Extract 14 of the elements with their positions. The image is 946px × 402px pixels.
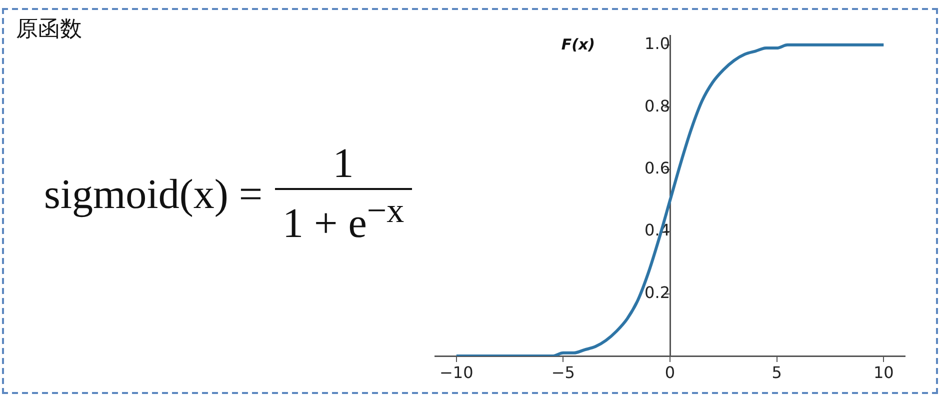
y-axis-title: F(x) xyxy=(561,35,595,54)
x-tick-label: 10 xyxy=(873,362,894,382)
text: sigmoid(x) = xyxy=(44,170,263,219)
text: 1 + e$^{−x}$ xyxy=(274,188,412,250)
y-tick-label: 1.0 xyxy=(644,34,670,54)
x-tick-label: 5 xyxy=(772,362,782,382)
y-tick-label: 0.2 xyxy=(644,282,670,302)
text: 1 xyxy=(332,140,355,188)
y-tick-label: 0.8 xyxy=(644,96,670,116)
x-tick-label: 0 xyxy=(664,362,676,382)
text: 原函数 xyxy=(16,16,82,44)
x-tick-label: −10 xyxy=(439,362,474,382)
y-tick-label: 0.6 xyxy=(644,158,670,178)
x-tick-label: −5 xyxy=(551,362,575,382)
